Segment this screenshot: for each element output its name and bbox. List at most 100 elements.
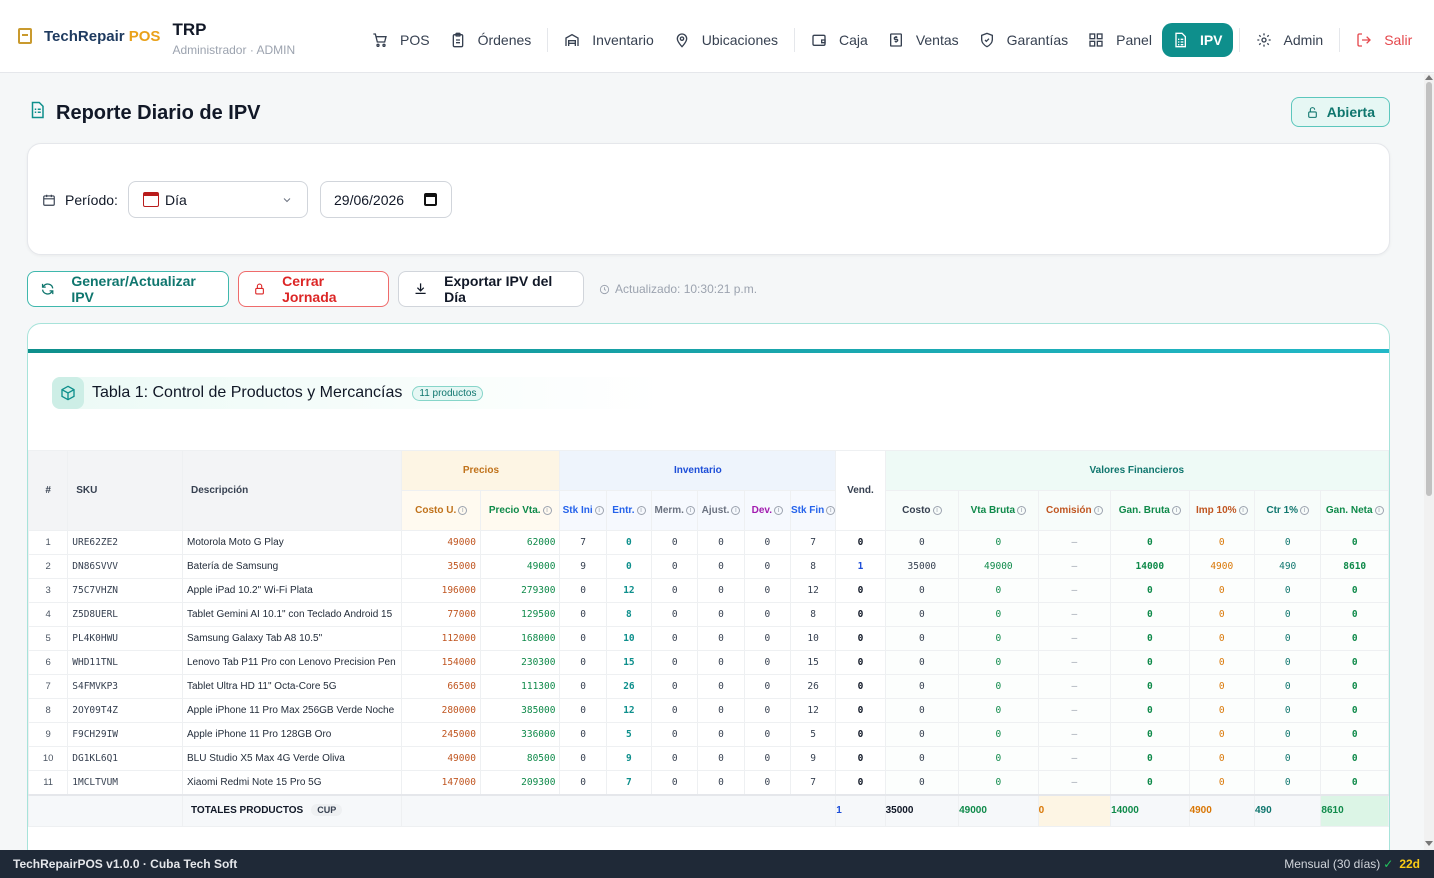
table-row[interactable]: 2 DN86SVVV Batería de Samsung 35000 49000 9 0 0… — [28, 554, 1389, 579]
table-row[interactable]: 6 WHD11TNL Lenovo Tab P11 Pro con Lenovo P… — [28, 650, 1389, 675]
info-icon[interactable]: i — [1238, 505, 1248, 515]
row-desc: Apple iPad 10.2" Wi-Fi Plata — [181, 578, 403, 603]
row-imp: 0 — [1188, 602, 1255, 627]
row-ctr: 0 — [1253, 530, 1322, 555]
nav-ventas[interactable]: Ventas — [878, 23, 969, 57]
row-costo-u: 66500 — [401, 674, 481, 699]
row-ctr: 0 — [1253, 602, 1322, 627]
table-row[interactable]: 10 DG1KL6Q1 BLU Studio X5 Max 4G Verde Oli… — [28, 746, 1389, 771]
row-stk-ini: 0 — [559, 602, 607, 627]
row-costo-u: 49000 — [401, 530, 481, 555]
nav-ubicaciones[interactable]: Ubicaciones — [664, 23, 788, 57]
info-icon[interactable]: i — [826, 505, 836, 515]
table-row[interactable]: 5 PL4K0HWU Samsung Galaxy Tab A8 10.5" 1120… — [28, 626, 1389, 651]
period-select[interactable]: Día — [128, 181, 308, 218]
row-precio-vta: 385000 — [479, 698, 561, 723]
nav-ordenes[interactable]: Órdenes — [440, 23, 542, 57]
table-row[interactable]: 3 75C7VHZN Apple iPad 10.2" Wi-Fi Plata 196… — [28, 578, 1389, 603]
info-icon[interactable]: i — [1300, 505, 1310, 515]
info-icon[interactable]: i — [542, 505, 552, 515]
filter-card: Período: Día 29/06/2026 — [27, 143, 1390, 255]
days-remaining: 22d — [1399, 857, 1420, 871]
table-row[interactable]: 7 S4FMVKP3 Tablet Ultra HD 11" Octa-Core 5… — [28, 674, 1389, 699]
info-icon[interactable]: i — [685, 505, 695, 515]
nav-panel[interactable]: Panel — [1078, 23, 1162, 57]
col-merm: Merm. i — [651, 490, 699, 531]
row-stk-fin: 9 — [789, 746, 837, 771]
row-costo-u: 77000 — [401, 602, 481, 627]
page-scrollbar[interactable] — [1424, 74, 1434, 850]
scrollbar-thumb[interactable] — [1426, 82, 1432, 496]
row-stk-ini: 0 — [559, 746, 607, 771]
row-ctr: 0 — [1253, 650, 1322, 675]
row-stk-fin: 12 — [789, 578, 837, 603]
row-stk-fin: 7 — [789, 770, 837, 795]
row-desc: Tablet Gemini AI 10.1" con Teclado Andro… — [181, 602, 403, 627]
info-icon[interactable]: i — [1093, 505, 1103, 515]
table-row[interactable]: 11 1MCLTVUM Xiaomi Redmi Note 15 Pro 5G 147… — [28, 770, 1389, 795]
row-dev: 0 — [743, 530, 791, 555]
table-row[interactable]: 8 2OY09T4Z Apple iPhone 11 Pro Max 256GB V… — [28, 698, 1389, 723]
row-merm: 0 — [651, 650, 699, 675]
row-vta-bruta: 0 — [958, 770, 1039, 795]
row-costo: 0 — [884, 626, 960, 651]
nav-pos[interactable]: POS — [362, 23, 440, 57]
subscription-status: Mensual (30 días) ✓ 22d — [1284, 857, 1420, 871]
row-vend: 0 — [835, 650, 886, 675]
info-icon[interactable]: i — [636, 505, 646, 515]
org-code: TRP — [172, 19, 207, 39]
row-gan-bruta: 14000 — [1110, 554, 1190, 579]
row-ajust: 0 — [697, 698, 745, 723]
info-icon[interactable]: i — [774, 505, 783, 515]
row-merm: 0 — [651, 722, 699, 747]
table-row[interactable]: 4 Z5D8UERL Tablet Gemini AI 10.1" con Tecl… — [28, 602, 1389, 627]
nav-separator — [547, 28, 549, 52]
info-icon[interactable]: i — [932, 505, 942, 515]
table-row[interactable]: 9 F9CH29IW Apple iPhone 11 Pro 128GB Oro 24… — [28, 722, 1389, 747]
row-sku: PL4K0HWU — [67, 626, 183, 651]
generate-ipv-button[interactable]: Generar/Actualizar IPV — [27, 271, 229, 307]
nav-caja[interactable]: Caja — [801, 23, 878, 57]
row-gan-bruta: 0 — [1110, 698, 1190, 723]
close-jornada-button[interactable]: Cerrar Jornada — [238, 271, 389, 307]
row-desc: Batería de Samsung — [181, 554, 403, 579]
row-vta-bruta: 0 — [958, 530, 1039, 555]
nav-garantias[interactable]: Garantías — [969, 23, 1078, 57]
info-icon[interactable]: i — [731, 505, 741, 515]
user-role: Administrador · ADMIN — [172, 42, 296, 57]
row-gan-neta: 0 — [1320, 578, 1389, 603]
totals-row: TOTALES PRODUCTOS CUP 1 35000 49000 0 140… — [28, 793, 1389, 827]
status-footer: TechRepairPOS v1.0.0 · Cuba Tech Soft Me… — [0, 850, 1434, 878]
info-icon[interactable]: i — [1374, 505, 1384, 515]
grid-icon — [1088, 32, 1104, 48]
row-costo-u: 147000 — [401, 770, 481, 795]
row-costo: 35000 — [884, 554, 960, 579]
row-entr: 12 — [605, 578, 653, 603]
row-vta-bruta: 0 — [958, 746, 1039, 771]
info-icon[interactable]: i — [458, 505, 468, 515]
scroll-down-arrow[interactable] — [1425, 841, 1433, 846]
nav-ipv[interactable]: IPV — [1161, 23, 1233, 57]
row-sku: WHD11TNL — [67, 650, 183, 675]
row-stk-fin: 15 — [789, 650, 837, 675]
info-icon[interactable]: i — [1017, 505, 1027, 515]
row-stk-fin: 8 — [789, 602, 837, 627]
row-imp: 0 — [1188, 674, 1255, 699]
jornada-status-badge[interactable]: Abierta — [1290, 97, 1390, 127]
scroll-up-arrow[interactable] — [1425, 75, 1433, 80]
nav-inventario[interactable]: Inventario — [554, 23, 663, 57]
nav-separator — [794, 28, 796, 52]
date-input[interactable]: 29/06/2026 — [320, 181, 452, 218]
table-row[interactable]: 1 URE62ZE2 Motorola Moto G Play 49000 62000 7… — [28, 530, 1389, 555]
brand[interactable]: TechRepair POS — [18, 28, 160, 45]
row-sku: 75C7VHZN — [67, 578, 183, 603]
calendar-picker-icon[interactable] — [424, 193, 437, 206]
info-icon[interactable]: i — [1171, 505, 1181, 515]
nav-admin[interactable]: Admin — [1246, 23, 1334, 57]
export-ipv-button[interactable]: Exportar IPV del Día — [398, 271, 584, 307]
row-entr: 15 — [605, 650, 653, 675]
info-icon[interactable]: i — [594, 505, 604, 515]
row-comision: – — [1037, 578, 1112, 603]
row-vend: 1 — [835, 554, 886, 579]
nav-salir[interactable]: Salir — [1346, 23, 1422, 57]
